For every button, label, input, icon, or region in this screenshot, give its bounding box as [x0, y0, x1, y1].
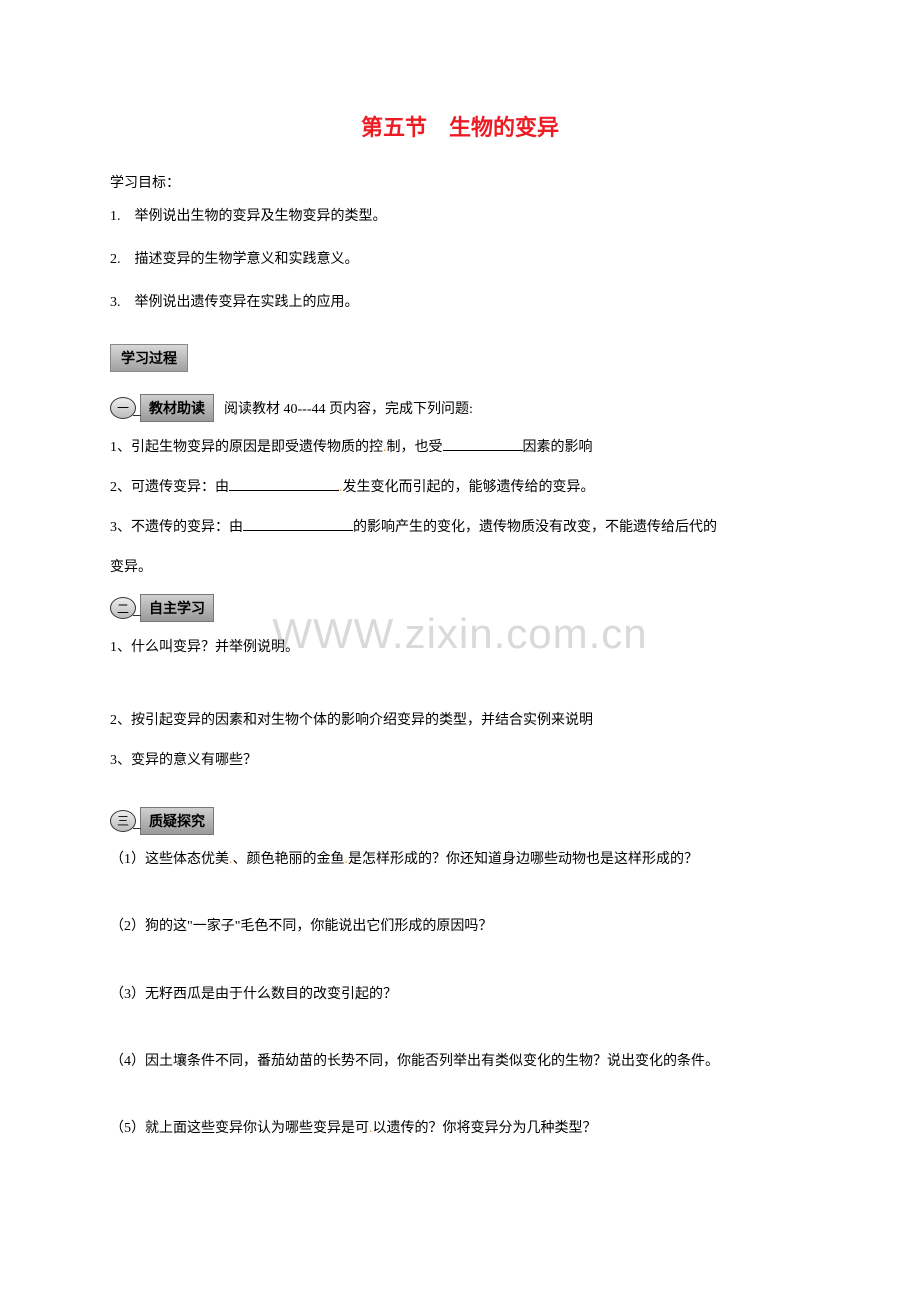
- objective-text: 描述变异的生物学意义和实践意义。: [135, 252, 359, 267]
- objective-text: 举例说出遗传变异在实践上的应用。: [135, 295, 359, 310]
- circle-number-icon: 三: [110, 810, 136, 832]
- objective-item: 2. 描述变异的生物学意义和实践意义。: [110, 247, 810, 272]
- text: 1、引起生物变异的原因是即受遗传物质的控: [110, 440, 383, 455]
- blank-line: [443, 437, 523, 451]
- text: 以遗传的？你将变异分为几种类型？: [373, 1121, 597, 1136]
- subsection-badge: 教材助读: [140, 394, 214, 422]
- objectives-heading: 学习目标：: [110, 172, 810, 192]
- fill-blank-1: 1、引起生物变异的原因是即受遗传物质的控.制，也受因素的影响: [110, 432, 810, 464]
- inquiry-q1: （1）这些体态优美.、颜色艳丽的金鱼.是怎样形成的？你还知道身边哪些动物也是这样…: [110, 845, 810, 874]
- blank-line: [229, 477, 339, 491]
- self-study-q3: 3、变异的意义有哪些？: [110, 745, 810, 777]
- blank-line: [243, 517, 353, 531]
- text: 是怎样形成的？你还知道身边哪些动物也是这样形成的？: [348, 852, 698, 867]
- text: 2、可遗传变异：由: [110, 480, 229, 495]
- subsection-2-row: 二 自主学习: [110, 594, 810, 622]
- section-badge-learning: 学习过程: [110, 344, 188, 372]
- fill-blank-3-line2: 变异。: [110, 552, 810, 584]
- inquiry-q4: （4）因土壤条件不同，番茄幼苗的长势不同，你能否列举出有类似变化的生物？说出变化…: [110, 1047, 810, 1076]
- inquiry-q2: （2）狗的这"一家子"毛色不同，你能说出它们形成的原因吗？: [110, 912, 810, 941]
- subsection-3-row: 三 质疑探究: [110, 807, 810, 835]
- text: 制，也受: [387, 440, 443, 455]
- circle-number-icon: 一: [110, 397, 136, 419]
- text: 、颜色艳丽的金鱼: [233, 852, 345, 867]
- self-study-q1: 1、什么叫变异？并举例说明。: [110, 632, 810, 664]
- text: 3、不遗传的变异：由: [110, 520, 243, 535]
- document-title: 第五节 生物的变异: [110, 110, 810, 142]
- inquiry-q5: （5）就上面这些变异你认为哪些变异是可.以遗传的？你将变异分为几种类型？: [110, 1114, 810, 1143]
- subsection-tail: 阅读教材 40---44 页内容，完成下列问题:: [224, 398, 473, 418]
- circle-number-icon: 二: [110, 597, 136, 619]
- text: 发生变化而引起的，能够遗传给的变异。: [343, 480, 595, 495]
- subsection-badge: 质疑探究: [140, 807, 214, 835]
- self-study-q2: 2、按引起变异的因素和对生物个体的影响介绍变异的类型，并结合实例来说明: [110, 705, 810, 737]
- objective-item: 1. 举例说出生物的变异及生物变异的类型。: [110, 204, 810, 229]
- fill-blank-2: 2、可遗传变异：由.发生变化而引起的，能够遗传给的变异。: [110, 472, 810, 504]
- objective-item: 3. 举例说出遗传变异在实践上的应用。: [110, 290, 810, 315]
- subsection-1-row: 一 教材助读 阅读教材 40---44 页内容，完成下列问题:: [110, 394, 810, 422]
- text: 因素的影响: [523, 440, 593, 455]
- subsection-badge: 自主学习: [140, 594, 214, 622]
- text: 的影响产生的变化，遗传物质没有改变，不能遗传给后代的: [353, 520, 717, 535]
- fill-blank-3: 3、不遗传的变异：由 的影响产生的变化，遗传物质没有改变，不能遗传给后代的: [110, 512, 810, 544]
- inquiry-q3: （3）无籽西瓜是由于什么数目的改变引起的？: [110, 980, 810, 1009]
- text: （5）就上面这些变异你认为哪些变异是可: [110, 1121, 369, 1136]
- objective-text: 举例说出生物的变异及生物变异的类型。: [135, 209, 387, 224]
- text: （1）这些体态优美: [110, 852, 229, 867]
